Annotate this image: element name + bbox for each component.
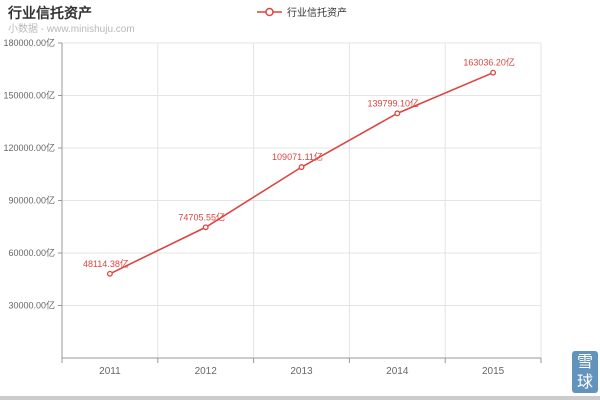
y-axis-tick-label: 120000.00亿	[3, 142, 55, 153]
x-axis-tick-label: 2014	[386, 366, 409, 377]
legend-label: 行业信托资产	[287, 8, 347, 19]
chart-title: 行业信托资产	[8, 5, 92, 21]
watermark-char-1: 雪	[576, 354, 593, 371]
legend-item[interactable]: 行业信托资产	[257, 4, 347, 19]
y-axis-tick-label: 150000.00亿	[3, 90, 55, 101]
data-point-label: 109071.11亿	[272, 151, 323, 162]
data-point[interactable]	[490, 69, 497, 76]
data-point-label: 74705.55亿	[178, 211, 225, 222]
y-axis-tick-label: 60000.00亿	[8, 247, 55, 258]
data-point[interactable]	[202, 224, 209, 231]
data-point[interactable]	[106, 270, 113, 277]
x-axis-tick-label: 2011	[99, 366, 121, 377]
x-axis-tick-label: 2015	[482, 366, 505, 377]
x-axis-tick-label: 2013	[290, 366, 313, 377]
y-axis-tick-label: 30000.00亿	[8, 300, 55, 311]
data-point[interactable]	[394, 110, 401, 117]
data-point[interactable]	[298, 164, 305, 171]
watermark-char-2: 球	[576, 374, 593, 391]
chart-subtitle: 小数据 - www.minishuju.com	[8, 24, 135, 35]
x-axis-tick-label: 2012	[195, 366, 218, 377]
data-point-label: 163036.20亿	[463, 57, 515, 68]
y-axis-tick-label: 180000.00亿	[3, 37, 55, 48]
footer-bar	[0, 396, 600, 400]
xueqiu-watermark-logo: 雪 球	[572, 351, 598, 393]
y-axis-tick-label: 90000.00亿	[8, 195, 55, 206]
legend-line-circle-icon	[257, 7, 282, 16]
data-point-label: 48114.38亿	[83, 258, 129, 269]
data-point-label: 139799.10亿	[368, 97, 420, 108]
series-line	[109, 71, 494, 275]
